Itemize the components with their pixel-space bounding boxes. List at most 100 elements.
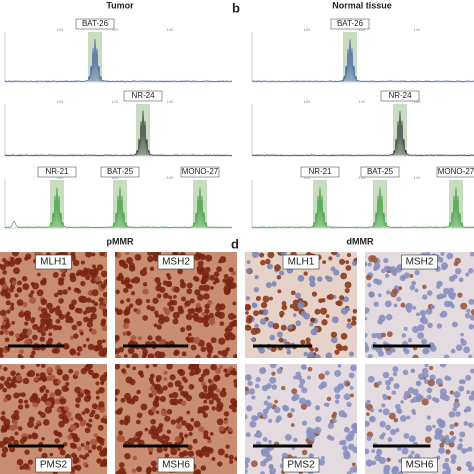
nucleus [46, 366, 54, 374]
nucleus [115, 388, 120, 395]
nucleus [314, 347, 319, 352]
nucleus [184, 433, 189, 438]
nucleus [209, 274, 215, 281]
nucleus [71, 452, 77, 458]
nucleus [35, 372, 40, 377]
nucleus [207, 378, 212, 383]
nucleus [172, 318, 179, 325]
nucleus [0, 415, 6, 422]
nucleus [83, 395, 91, 403]
nucleus [153, 401, 160, 408]
nucleus [219, 390, 227, 398]
nucleus [216, 418, 224, 426]
nucleus [74, 386, 82, 394]
nucleus [4, 330, 10, 336]
nucleus [145, 467, 152, 474]
nucleus [55, 309, 63, 316]
nucleus [273, 406, 281, 414]
nucleus [333, 386, 341, 393]
nucleus [185, 394, 193, 402]
nucleus [250, 337, 255, 342]
nucleus [228, 366, 234, 371]
nucleus [195, 367, 201, 374]
nucleus [43, 326, 49, 332]
nucleus [276, 368, 283, 374]
nucleus [85, 252, 93, 258]
nucleus [457, 445, 463, 451]
nucleus [178, 451, 185, 458]
nucleus [41, 436, 45, 441]
nucleus [262, 408, 269, 415]
axis-tick-label: 140 [167, 27, 174, 32]
nucleus [442, 470, 447, 474]
nucleus [145, 364, 150, 369]
nucleus [219, 303, 226, 310]
nucleus [10, 370, 16, 377]
nucleus [58, 297, 64, 304]
nucleus [205, 254, 213, 262]
nucleus [306, 375, 312, 380]
nucleus [37, 272, 41, 277]
nucleus [348, 372, 355, 379]
nucleus [352, 308, 357, 314]
nucleus [118, 462, 125, 468]
nucleus [218, 337, 226, 345]
nucleus [201, 409, 206, 415]
nucleus [258, 347, 266, 354]
nucleus [463, 346, 470, 354]
nucleus [160, 409, 168, 417]
nucleus [245, 304, 252, 311]
nucleus [29, 296, 37, 304]
nucleus [215, 405, 223, 412]
nucleus [65, 411, 72, 418]
nucleus [367, 262, 372, 267]
nucleus [442, 462, 450, 470]
nucleus [445, 449, 451, 455]
nucleus [284, 433, 292, 441]
nucleus [27, 420, 35, 428]
nucleus [122, 331, 127, 336]
nucleus [247, 380, 253, 386]
nucleus [346, 401, 352, 407]
nucleus [318, 298, 323, 304]
nucleus [187, 450, 195, 457]
nucleus [124, 415, 131, 422]
nucleus [260, 259, 266, 266]
nucleus [10, 382, 15, 387]
nucleus [88, 449, 92, 454]
axis-tick-label: 120 [359, 27, 366, 32]
nucleus [333, 269, 340, 276]
nucleus [463, 421, 469, 426]
nucleus [41, 307, 48, 314]
nucleus [36, 420, 41, 425]
ihc-image [0, 364, 107, 474]
nucleus [25, 253, 32, 260]
nucleus [132, 455, 138, 461]
nucleus [99, 450, 106, 457]
nucleus [12, 419, 19, 425]
nucleus [47, 318, 53, 324]
nucleus [213, 271, 220, 277]
nucleus [54, 388, 62, 397]
nucleus [213, 277, 219, 282]
nucleus [200, 465, 207, 471]
nucleus [147, 446, 154, 453]
nucleus [266, 402, 273, 409]
nucleus [228, 267, 234, 273]
nucleus [253, 310, 259, 317]
nucleus [204, 303, 210, 310]
nucleus [32, 323, 39, 330]
nucleus [208, 319, 216, 326]
nucleus [175, 423, 183, 430]
nucleus [120, 397, 126, 403]
nucleus [198, 392, 206, 399]
nucleus [115, 289, 120, 295]
nucleus [214, 367, 222, 374]
nucleus [377, 380, 382, 386]
nucleus [448, 411, 456, 418]
nucleus [459, 431, 466, 438]
nucleus [132, 366, 137, 371]
nucleus [18, 398, 24, 404]
nucleus [410, 450, 415, 455]
nucleus [147, 252, 153, 256]
